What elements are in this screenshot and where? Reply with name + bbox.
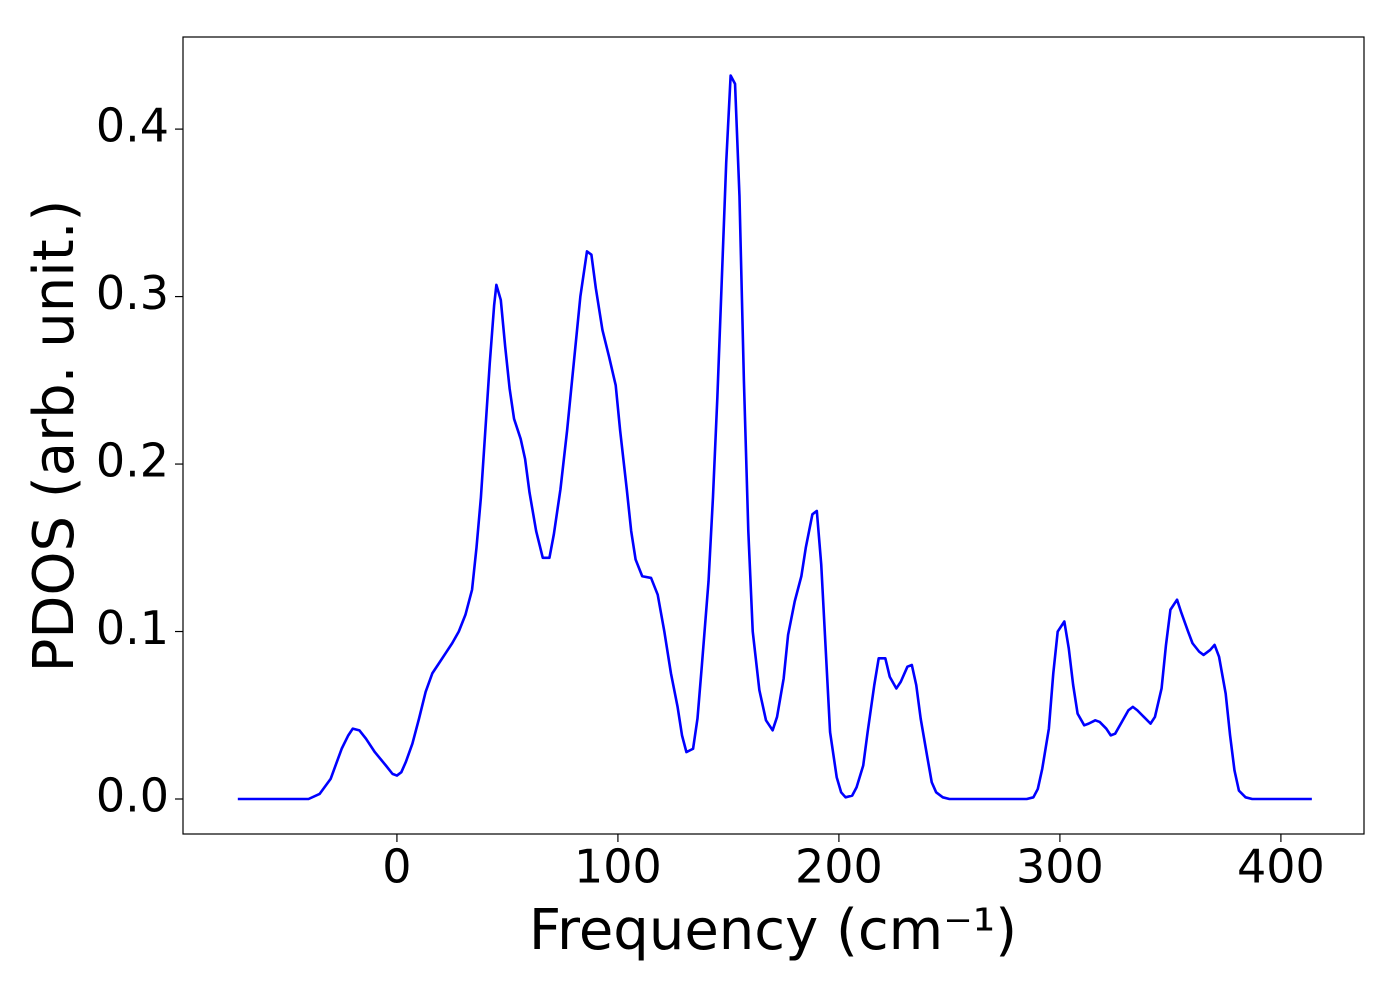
x-tick-label: 0 — [382, 840, 411, 894]
data-line — [237, 74, 1312, 801]
x-axis-label: Frequency (cm⁻¹) — [529, 898, 1017, 963]
y-axis-label: PDOS (arb. unit.) — [22, 200, 87, 673]
y-tick-label: 0.2 — [96, 434, 169, 488]
y-tick-label: 0.3 — [96, 266, 169, 320]
y-tick-label: 0.4 — [96, 99, 169, 153]
y-tick-label: 0.1 — [96, 601, 169, 655]
x-tick-label: 200 — [795, 840, 883, 894]
plot-frame — [182, 36, 1365, 835]
x-tick-label: 300 — [1016, 840, 1104, 894]
x-tick-label: 100 — [574, 840, 662, 894]
x-tick-label: 400 — [1237, 840, 1325, 894]
y-tick-label: 0.0 — [96, 768, 169, 822]
